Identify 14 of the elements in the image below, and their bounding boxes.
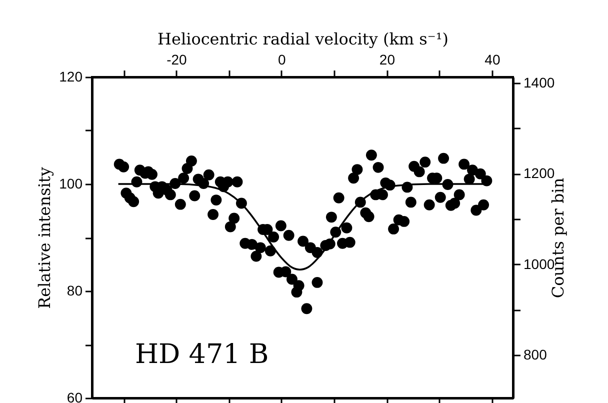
y-tick-label: 60 xyxy=(66,390,83,403)
y2-tick-label: 1400 xyxy=(524,74,555,90)
y2-tick-label: 800 xyxy=(524,346,548,362)
x-tick-label: 0 xyxy=(278,52,286,68)
y-tick-label: 120 xyxy=(59,68,83,84)
x-tick-label: 40 xyxy=(484,52,500,68)
x-axis-title: Heliocentric radial velocity (km s⁻¹) xyxy=(158,30,448,48)
annotation: HD 471 B xyxy=(135,339,269,370)
x-tick-label: 20 xyxy=(379,52,396,68)
y-tick-label: 100 xyxy=(59,176,83,192)
y-axis-title: Relative intensity xyxy=(35,167,54,309)
y-tick-label: 80 xyxy=(66,282,83,298)
y2-tick-label: 1200 xyxy=(524,165,555,182)
x-tick-label: -20 xyxy=(166,52,188,68)
